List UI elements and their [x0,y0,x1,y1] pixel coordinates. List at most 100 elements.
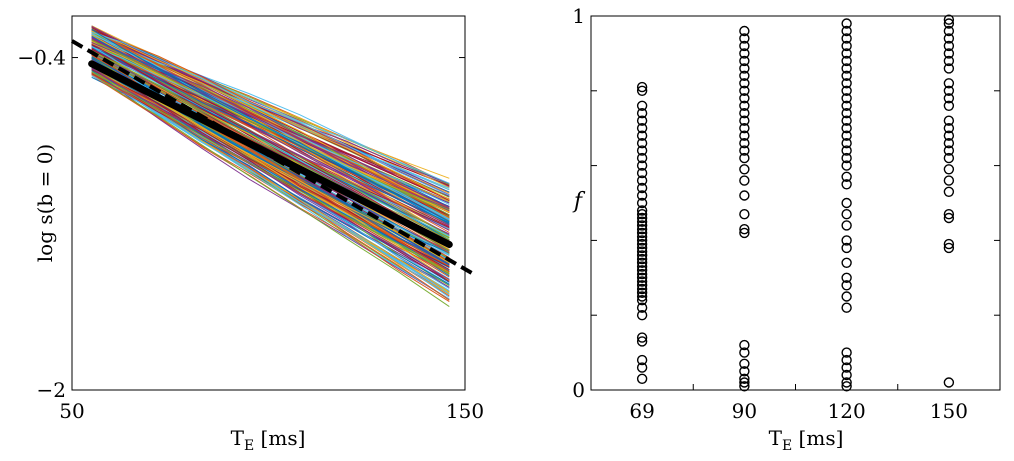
scatter-point [943,93,955,104]
series-line [91,26,450,201]
scatter-point [841,377,852,388]
series-line [91,29,450,214]
scatter-point [943,242,955,254]
scatter-point [739,63,750,74]
series-line [91,42,450,213]
scatter-point [841,93,852,104]
scatter-point [841,55,852,67]
scatter-point [841,130,852,141]
scatter-point [841,160,852,171]
scatter-point [739,137,750,149]
scatter-point [739,227,750,239]
scatter-point [841,85,852,97]
right-axes: 0 1 69 90 120 150 [572,4,1000,423]
scatter-point [636,231,648,242]
scatter-point [636,107,648,119]
right-xtick-label: 90 [732,399,757,423]
scatter-point [841,242,852,254]
scatter-point [739,40,750,52]
scatter-point [841,197,852,209]
series-line [91,31,450,196]
scatter-point [943,377,955,388]
scatter-point [636,280,648,291]
scatter-point [943,55,955,67]
series-line [91,71,450,274]
scatter-point [739,55,750,67]
scatter-point [943,48,955,59]
scatter-point [739,100,750,112]
scatter-point [636,220,648,231]
scatter-point [636,373,648,384]
scatter-point [943,137,955,149]
scatter-point [943,186,955,198]
scatter-point [636,291,648,302]
scatter-point [636,152,648,164]
series-line [91,73,450,308]
scatter-point [739,48,750,59]
scatter-point [739,122,750,134]
scatter-point [739,190,750,201]
scatter-point [739,164,750,175]
series-line [91,54,450,273]
right-panel: 0 1 69 90 120 150 f TE [ms] [572,4,1001,454]
scatter-point [739,115,750,126]
right-ytick-label: 1 [572,4,585,28]
scatter-point [636,261,648,272]
right-xtick-label: 120 [828,399,866,423]
scatter-point [943,63,955,74]
right-ylabel: f [572,189,586,214]
scatter-point [739,33,750,44]
scatter-point [943,14,955,25]
scatter-point [636,268,648,280]
scatter-point [636,332,648,343]
right-xtick-label: 150 [930,399,968,423]
series-line [91,30,450,201]
scatter-point [841,145,852,156]
left-ylabel: log s(b = 0) [33,144,57,262]
scatter-point [636,336,648,347]
mean-line [88,60,453,249]
scatter-point [943,238,955,250]
scatter-point [636,238,648,250]
series-line [91,67,450,280]
left-ytick-label: −2 [37,378,66,402]
scatter-point [636,287,648,298]
scatter-point [943,78,955,89]
scatter-point [943,100,955,112]
scatter-point [943,33,955,44]
series-line [91,44,450,242]
left-plot-frame [71,15,466,391]
scatter-point [636,167,648,179]
right-plot-frame [590,15,1001,391]
scatter-point [943,25,955,37]
left-xlabel: TE [ms] [231,426,306,454]
scatter-point [841,347,852,358]
scatter-point [739,152,750,164]
right-xlabel: TE [ms] [769,426,844,454]
scatter-point [841,137,852,149]
scatter-point [841,18,852,29]
scatter-point [943,115,955,126]
left-panel: −0.4 −250 150 log s(b = 0) TE [ms] [17,15,484,454]
scatter-point [841,78,852,89]
scatter-point [841,152,852,164]
scatter-point [841,257,852,268]
scatter-point [739,381,750,392]
series-line [91,73,450,298]
scatter-point [739,223,750,235]
series-line [91,39,450,211]
scatter-point [636,130,648,141]
scatter-point [841,291,852,302]
scatter-point [841,40,852,52]
scatter-point [943,122,955,134]
scatter-point [739,366,750,377]
scatter-point [636,272,648,283]
scatter-point [841,272,852,283]
right-ytick-label: 0 [572,378,585,402]
scatter-point [841,280,852,291]
scatter-point [739,339,750,351]
scatter-point [636,235,648,246]
series-line [91,35,450,225]
scatter-point [636,81,648,93]
